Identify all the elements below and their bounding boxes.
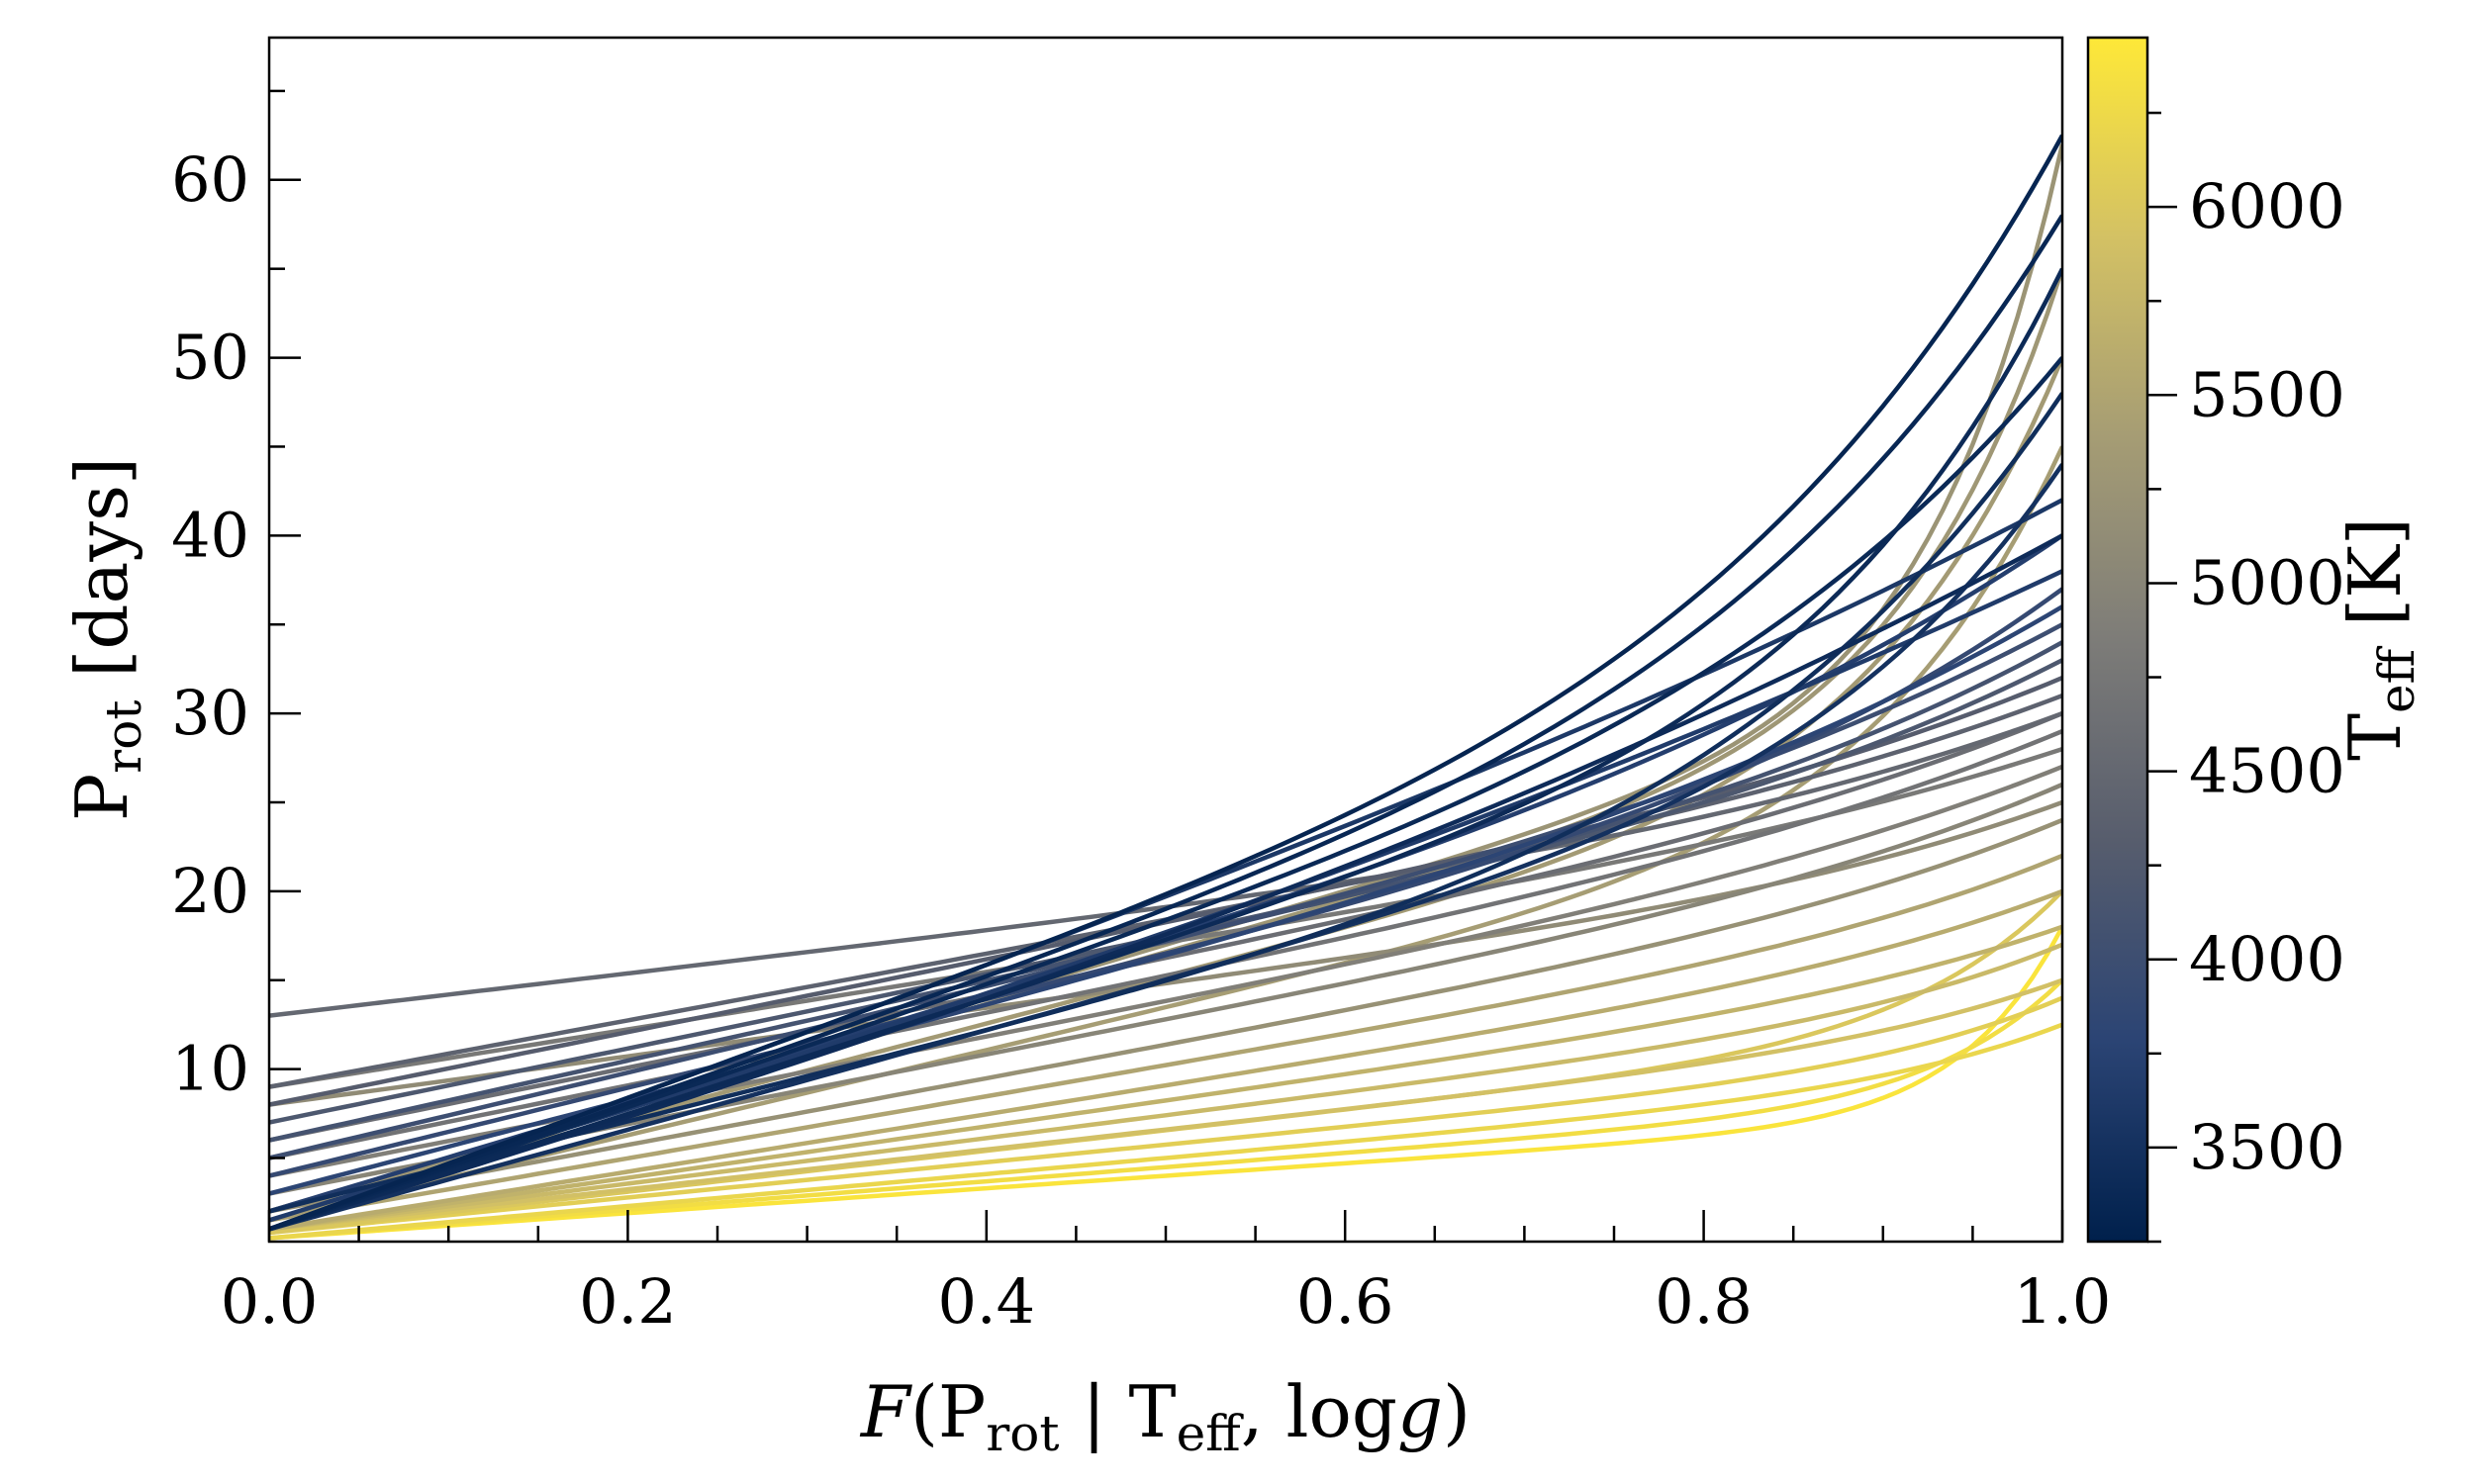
curve-series-group xyxy=(269,134,2062,1241)
x-tick-label: 1.0 xyxy=(2014,1265,2112,1338)
curve-line xyxy=(269,214,2062,1232)
curve-line xyxy=(269,392,2062,1214)
colorbar-title: Teff [K] xyxy=(2333,517,2426,761)
curve-line xyxy=(269,942,2062,1232)
colorbar-tick-label: 6000 xyxy=(2189,170,2345,242)
curve-line xyxy=(269,356,2062,1232)
curve-line xyxy=(269,445,2062,1223)
x-tick-label: 0.8 xyxy=(1655,1265,1753,1338)
curve-line xyxy=(269,853,2062,1223)
curve-line xyxy=(269,267,2062,1232)
x-tick-label: 0.0 xyxy=(221,1265,319,1338)
y-axis-title: Prot [days] xyxy=(60,457,152,821)
colorbar-ticks: 3500 4000 4500 5000 5500 6000 xyxy=(2147,111,2345,1244)
y-tick-label: 50 xyxy=(171,322,249,394)
y-tick-label: 10 xyxy=(171,1033,249,1105)
curve-line xyxy=(269,924,2062,1232)
y-tick-label: 20 xyxy=(171,855,249,927)
curve-line xyxy=(269,658,2062,1125)
x-tick-label: 0.4 xyxy=(937,1265,1035,1338)
curve-line xyxy=(269,729,2062,1160)
x-axis-ticks: 0.0 0.2 0.4 0.6 0.8 1.0 xyxy=(221,1210,2112,1338)
x-tick-label: 0.6 xyxy=(1296,1265,1394,1338)
curve-line xyxy=(269,693,2062,1089)
colorbar-tick-label: 4000 xyxy=(2189,923,2345,995)
y-tick-label: 30 xyxy=(171,677,249,749)
x-axis-title: F(Prot | Teff, logg) xyxy=(859,1370,1471,1462)
curve-line xyxy=(269,925,2062,1241)
y-tick-label: 60 xyxy=(171,143,249,216)
curve-line xyxy=(269,134,2062,1232)
colorbar-tick-label: 5000 xyxy=(2189,546,2345,618)
curve-line xyxy=(269,978,2062,1241)
curve-line xyxy=(269,995,2062,1236)
colorbar-tick-label: 4500 xyxy=(2189,735,2345,807)
curve-line xyxy=(269,888,2062,1232)
curve-line xyxy=(269,711,2062,1143)
colorbar-tick-label: 5500 xyxy=(2189,358,2345,430)
curve-line xyxy=(269,977,2062,1232)
curve-line xyxy=(269,533,2062,1232)
curve-line xyxy=(269,817,2062,1214)
x-tick-label: 0.2 xyxy=(579,1265,677,1338)
y-axis-ticks: 10 20 30 40 50 60 xyxy=(171,89,301,1159)
colorbar-tick-label: 3500 xyxy=(2189,1111,2345,1183)
y-tick-label: 40 xyxy=(171,499,249,571)
colorbar xyxy=(2086,36,2149,1244)
plot-frame xyxy=(267,36,2064,1244)
curve-line xyxy=(269,1022,2062,1241)
